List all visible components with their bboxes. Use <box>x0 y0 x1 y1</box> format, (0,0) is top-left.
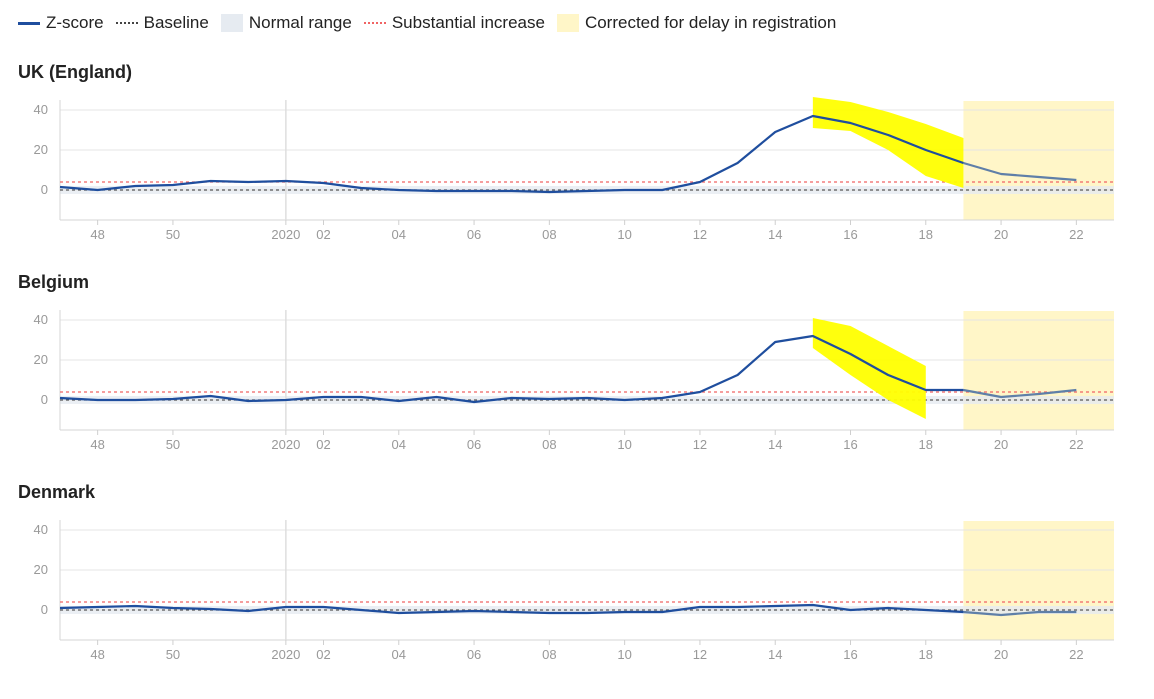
x-tick-label: 18 <box>919 437 933 452</box>
x-tick-label: 06 <box>467 647 481 662</box>
zscore-line <box>59 334 964 404</box>
x-tick-label: 10 <box>617 437 631 452</box>
x-tick-label: 12 <box>693 647 707 662</box>
zscore-line-corrected <box>963 610 1077 617</box>
x-tick-label: 08 <box>542 437 556 452</box>
zscore-line-corrected <box>963 388 1077 399</box>
corrected-region <box>963 311 1114 430</box>
x-tick-label: 48 <box>90 227 104 242</box>
correction-uncertainty-band <box>812 318 926 419</box>
chart-title-uk: UK (England) <box>18 62 132 82</box>
y-tick-label: 40 <box>34 522 48 537</box>
x-tick-label: 20 <box>994 647 1008 662</box>
x-tick-label: 20 <box>994 437 1008 452</box>
y-tick-label: 40 <box>34 312 48 327</box>
legend-label: Z-score <box>46 13 104 32</box>
corrected-swatch <box>556 14 579 32</box>
baseline-swatch <box>115 22 138 24</box>
x-tick-label: 50 <box>166 647 180 662</box>
x-tick-label: 48 <box>90 647 104 662</box>
x-tick-label: 50 <box>166 227 180 242</box>
y-tick-label: 20 <box>34 352 48 367</box>
x-tick-label: 12 <box>693 437 707 452</box>
zscore-line <box>59 603 964 615</box>
x-tick-label: 08 <box>542 227 556 242</box>
y-tick-label: 0 <box>41 392 48 407</box>
y-tick-label: 0 <box>41 182 48 197</box>
y-tick-label: 20 <box>34 562 48 577</box>
zscore-swatch <box>18 21 40 25</box>
chart-title-denmark: Denmark <box>18 482 96 502</box>
x-tick-label: 14 <box>768 647 782 662</box>
legend-label: Normal range <box>248 13 352 32</box>
x-tick-label: 18 <box>919 227 933 242</box>
normal-range-swatch <box>220 14 243 32</box>
x-tick-label: 06 <box>467 227 481 242</box>
x-tick-label: 22 <box>1069 647 1083 662</box>
x-tick-label: 16 <box>843 227 857 242</box>
chart-denmark: 40 20 0 48 50 2020 02 04 06 08 10 12 14 16 18 20 22 <box>34 520 1114 662</box>
correction-uncertainty-band <box>812 97 964 188</box>
x-tick-label: 2020 <box>271 437 300 452</box>
x-tick-label: 12 <box>693 227 707 242</box>
x-tick-label: 04 <box>392 227 406 242</box>
legend-label: Baseline <box>143 13 209 32</box>
x-tick-label: 02 <box>316 227 330 242</box>
y-tick-label: 0 <box>41 602 48 617</box>
x-tick-label: 22 <box>1069 437 1083 452</box>
x-tick-label: 16 <box>843 647 857 662</box>
x-tick-label: 02 <box>316 437 330 452</box>
corrected-region <box>963 521 1114 640</box>
legend-substantial-increase[interactable]: Substantial increase <box>363 13 545 33</box>
x-tick-label: 2020 <box>271 227 300 242</box>
legend-corrected[interactable]: Corrected for delay in registration <box>556 13 837 33</box>
y-tick-label: 40 <box>34 102 48 117</box>
legend-label: Corrected for delay in registration <box>584 13 837 32</box>
substantial-increase-swatch <box>363 22 386 24</box>
x-tick-label: 04 <box>392 647 406 662</box>
legend-normal-range[interactable]: Normal range <box>220 13 352 33</box>
x-tick-label: 10 <box>617 647 631 662</box>
chart-title-belgium: Belgium <box>18 272 90 292</box>
chart-uk: 40 20 0 48 50 2020 02 04 06 08 10 12 14 16 18 20 22 <box>34 97 1114 242</box>
corrected-region <box>963 101 1114 220</box>
x-tick-label: 14 <box>768 437 782 452</box>
x-tick-label: 48 <box>90 437 104 452</box>
x-tick-label: 10 <box>617 227 631 242</box>
legend-zscore[interactable]: Z-score <box>18 13 104 33</box>
x-tick-label: 2020 <box>271 647 300 662</box>
x-tick-label: 08 <box>542 647 556 662</box>
y-tick-label: 20 <box>34 142 48 157</box>
x-tick-label: 22 <box>1069 227 1083 242</box>
zscore-line <box>59 114 964 194</box>
x-tick-label: 16 <box>843 437 857 452</box>
legend-baseline[interactable]: Baseline <box>115 13 209 33</box>
chart-belgium: 40 20 0 48 50 2020 02 04 06 08 10 12 14 16 18 20 22 <box>34 310 1114 452</box>
x-tick-label: 02 <box>316 647 330 662</box>
zscore-line-corrected <box>963 161 1077 182</box>
x-tick-label: 50 <box>166 437 180 452</box>
x-tick-label: 14 <box>768 227 782 242</box>
x-tick-label: 18 <box>919 647 933 662</box>
legend-label: Substantial increase <box>391 13 545 32</box>
chart-legend: Z-score Baseline Normal range Substantia… <box>18 12 848 34</box>
x-tick-label: 20 <box>994 227 1008 242</box>
x-tick-label: 06 <box>467 437 481 452</box>
x-tick-label: 04 <box>392 437 406 452</box>
